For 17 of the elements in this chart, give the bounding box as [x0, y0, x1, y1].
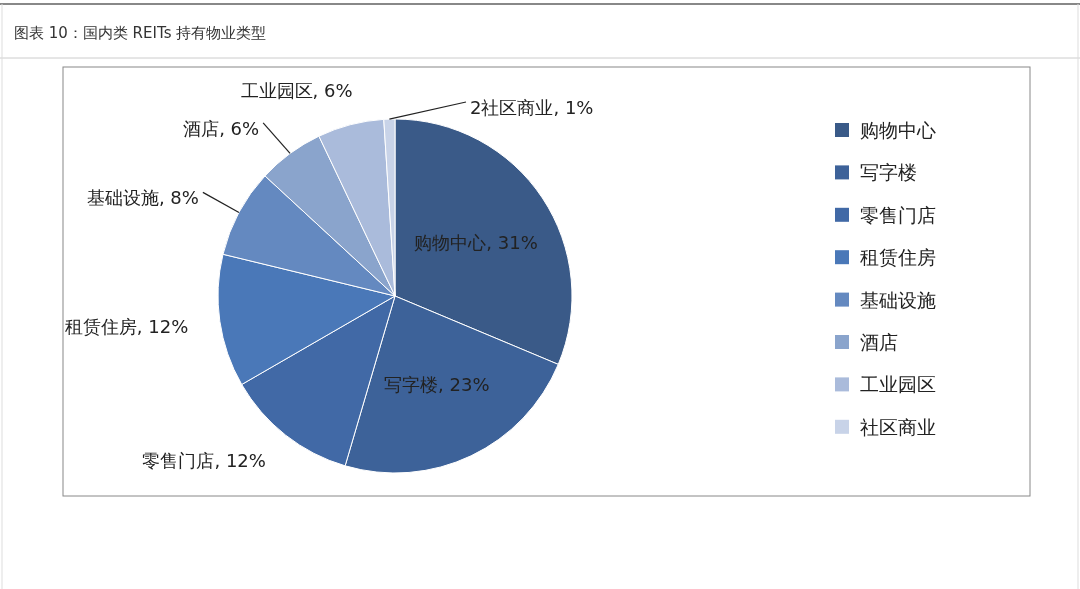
- legend-label: 工业园区: [860, 373, 936, 396]
- data-label: 写字楼, 23%: [384, 373, 490, 395]
- data-label: 酒店, 6%: [183, 117, 260, 139]
- data-label: 零售门店, 12%: [142, 450, 266, 472]
- data-label: 2社区商业, 1%: [470, 97, 594, 118]
- data-label: 租赁住房, 12%: [64, 315, 189, 337]
- chart-title: 图表 10：国内类 REITs 持有物业类型: [14, 24, 267, 42]
- data-label: 基础设施, 8%: [86, 187, 199, 209]
- legend-label: 酒店: [860, 331, 898, 353]
- legend-label: 社区商业: [860, 415, 936, 438]
- legend-label: 写字楼: [860, 161, 917, 184]
- legend-label: 购物中心: [860, 119, 936, 141]
- data-label: 工业园区, 6%: [240, 79, 353, 101]
- legend-label: 租赁住房: [860, 246, 936, 269]
- legend-label: 零售门店: [860, 203, 936, 226]
- legend-label: 基础设施: [860, 288, 936, 311]
- data-label: 购物中心, 31%: [414, 232, 538, 254]
